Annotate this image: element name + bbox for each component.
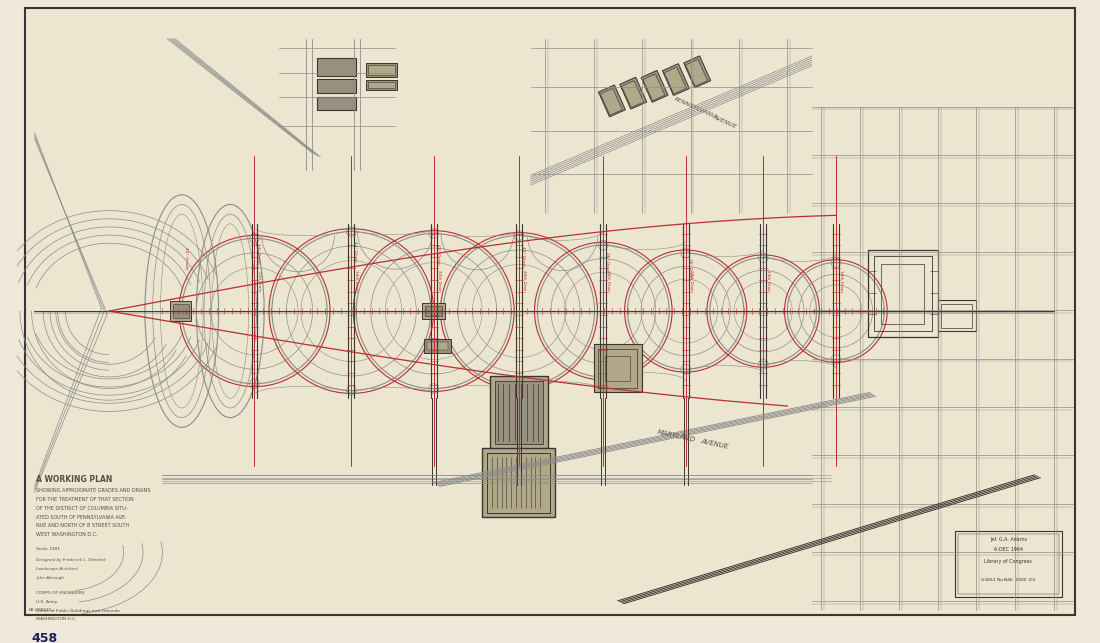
Text: PENNSYLVANIA: PENNSYLVANIA xyxy=(673,96,717,120)
Text: WASHINGTON D.C.: WASHINGTON D.C. xyxy=(36,617,77,621)
Text: 36° Drain: 36° Drain xyxy=(605,252,609,273)
Text: Library of Congress: Library of Congress xyxy=(984,559,1032,564)
FancyBboxPatch shape xyxy=(25,8,1075,615)
Text: AVENUE: AVENUE xyxy=(701,438,729,449)
Bar xyxy=(641,71,668,102)
Text: Scale 1901: Scale 1901 xyxy=(36,547,60,552)
Text: SHOWING APPROXIMATE GRADES AND DRAINS: SHOWING APPROXIMATE GRADES AND DRAINS xyxy=(36,489,151,493)
Bar xyxy=(425,306,442,316)
Bar xyxy=(594,344,642,392)
Bar xyxy=(366,80,397,90)
Text: FOR THE TREATMENT OF THAT SECTION: FOR THE TREATMENT OF THAT SECTION xyxy=(36,497,134,502)
Bar xyxy=(495,381,543,444)
Bar xyxy=(487,453,550,512)
Text: 40th Drain: 40th Drain xyxy=(437,270,441,292)
Text: 36° Drain: 36° Drain xyxy=(688,258,692,279)
Text: 18th Drain: 18th Drain xyxy=(838,270,843,292)
Text: OF THE DISTRICT OF COLUMBIA SITU-: OF THE DISTRICT OF COLUMBIA SITU- xyxy=(36,506,128,511)
Bar xyxy=(173,304,188,318)
Bar xyxy=(318,58,356,76)
Bar xyxy=(598,349,637,388)
Bar xyxy=(937,300,977,331)
Text: 88-000945: 88-000945 xyxy=(29,608,53,612)
Text: ATED SOUTH OF PENNSYLVANIA AVE-: ATED SOUTH OF PENNSYLVANIA AVE- xyxy=(36,514,128,520)
Text: Landscape Architect: Landscape Architect xyxy=(36,567,78,571)
Bar xyxy=(685,59,707,86)
Text: NUE AND NORTH OF B STREET SOUTH: NUE AND NORTH OF B STREET SOUTH xyxy=(36,523,130,529)
Bar xyxy=(490,376,548,449)
Text: 48th Drain: 48th Drain xyxy=(521,270,526,292)
Text: A WORKING PLAN: A WORKING PLAN xyxy=(36,475,113,484)
Bar xyxy=(367,82,395,88)
Bar xyxy=(958,534,1058,594)
Bar xyxy=(424,339,451,353)
Text: 458: 458 xyxy=(31,632,57,643)
Bar xyxy=(664,67,686,94)
Text: MARYLAND: MARYLAND xyxy=(657,429,695,443)
Bar xyxy=(598,85,626,117)
Text: 38th Drain: 38th Drain xyxy=(354,270,359,292)
Text: 44° Grade: 44° Grade xyxy=(184,246,188,269)
Text: G3852 No.N46  1900 .D3: G3852 No.N46 1900 .D3 xyxy=(981,579,1035,583)
Text: Jef. G.A. Adams: Jef. G.A. Adams xyxy=(990,537,1027,541)
Text: CORPS OF ENGINEERS: CORPS OF ENGINEERS xyxy=(36,591,85,595)
Bar xyxy=(601,89,623,115)
Text: 40° Drain: 40° Drain xyxy=(521,246,525,267)
Bar xyxy=(662,64,690,96)
Bar xyxy=(170,302,191,321)
Bar xyxy=(644,74,664,101)
Bar xyxy=(318,80,356,93)
Text: Office of Public Buildings and Grounds: Office of Public Buildings and Grounds xyxy=(36,608,120,613)
Text: WEST WASHINGTON D.C.: WEST WASHINGTON D.C. xyxy=(36,532,98,537)
Bar xyxy=(621,81,643,107)
Text: AVENUE: AVENUE xyxy=(712,114,737,129)
Text: Designed by Frederick L. Olmsted: Designed by Frederick L. Olmsted xyxy=(36,558,106,562)
Bar xyxy=(873,256,932,331)
Bar xyxy=(619,77,647,109)
Bar xyxy=(942,304,972,327)
Bar xyxy=(605,356,630,381)
Bar xyxy=(422,303,446,319)
Bar xyxy=(684,56,711,88)
Text: 40° Drain: 40° Drain xyxy=(436,244,440,265)
Bar xyxy=(955,531,1062,597)
Text: 22d Drain: 22d Drain xyxy=(257,271,262,292)
Text: 6-DEC 1964: 6-DEC 1964 xyxy=(993,547,1023,552)
Bar xyxy=(366,63,397,77)
Bar xyxy=(868,250,937,337)
Text: John Abrough: John Abrough xyxy=(36,575,64,579)
Bar xyxy=(427,342,449,350)
Bar xyxy=(482,448,554,518)
Bar xyxy=(318,97,356,111)
Text: 44° Drain: 44° Drain xyxy=(256,242,261,263)
Text: 38th Drain: 38th Drain xyxy=(606,270,610,292)
Text: 24th Drain: 24th Drain xyxy=(766,270,770,292)
Text: 44° Drain: 44° Drain xyxy=(353,240,358,261)
Bar xyxy=(367,65,395,75)
Text: 28th Drain: 28th Drain xyxy=(689,270,693,292)
Bar xyxy=(881,264,924,323)
Text: U.S. Army: U.S. Army xyxy=(36,600,58,604)
